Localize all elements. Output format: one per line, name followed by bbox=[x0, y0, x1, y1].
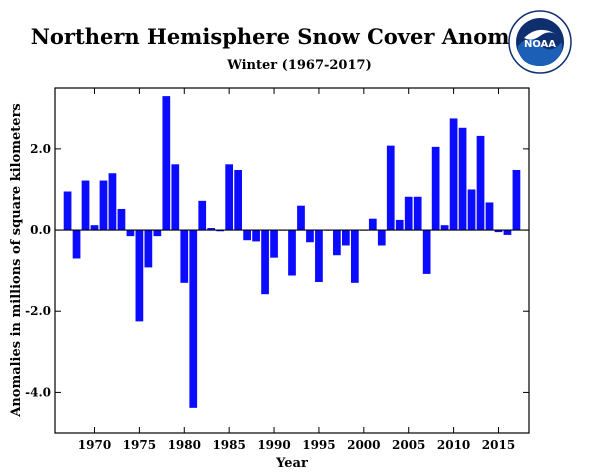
bar-2011 bbox=[458, 127, 467, 231]
bar-1983 bbox=[207, 228, 216, 231]
bar-2013 bbox=[476, 135, 485, 231]
bar-1982 bbox=[198, 200, 207, 231]
bar-1980 bbox=[180, 230, 189, 283]
bar-1997 bbox=[333, 230, 341, 256]
bar-2009 bbox=[440, 225, 449, 231]
bar-1979 bbox=[171, 164, 180, 231]
logo-text: NOAA bbox=[524, 39, 556, 50]
bar-1967 bbox=[63, 191, 72, 231]
bar-2015 bbox=[494, 230, 503, 233]
bar-2010 bbox=[449, 118, 458, 231]
x-tick-label: 2015 bbox=[482, 438, 515, 452]
bar-2016 bbox=[503, 230, 512, 235]
chart-title: Northern Hemisphere Snow Cover Anomalies bbox=[30, 24, 565, 49]
x-tick-label: 1995 bbox=[302, 438, 335, 452]
bar-2008 bbox=[431, 146, 440, 231]
bar-2007 bbox=[422, 230, 431, 274]
x-tick-label: 1980 bbox=[168, 438, 201, 452]
y-axis-ticks: -4.0 -2.0 0.0 2.0 bbox=[25, 142, 529, 399]
bar-1968 bbox=[72, 230, 81, 259]
bar-1992 bbox=[288, 230, 296, 276]
x-tick-label: 1975 bbox=[123, 438, 156, 452]
bar-1969 bbox=[81, 180, 90, 231]
bar-1970 bbox=[90, 225, 99, 231]
bar-1973 bbox=[117, 208, 126, 231]
x-tick-label: 2000 bbox=[347, 438, 380, 452]
bar-1998 bbox=[342, 230, 350, 246]
noaa-logo-icon: NOAA bbox=[508, 10, 572, 74]
x-tick-label: 1990 bbox=[257, 438, 290, 452]
bar-2012 bbox=[467, 189, 476, 231]
bar-series bbox=[63, 96, 521, 408]
x-tick-label: 2005 bbox=[392, 438, 425, 452]
bar-1981 bbox=[189, 230, 198, 408]
bar-1976 bbox=[144, 230, 153, 268]
y-tick-label: -4.0 bbox=[25, 385, 51, 399]
bar-1995 bbox=[315, 230, 323, 283]
bar-2003 bbox=[386, 145, 395, 231]
bar-1990 bbox=[270, 230, 278, 258]
bar-1993 bbox=[297, 205, 305, 231]
bar-2004 bbox=[395, 219, 404, 231]
x-tick-label: 2010 bbox=[437, 438, 470, 452]
x-tick-label: 1985 bbox=[212, 438, 245, 452]
x-tick-label: 1970 bbox=[78, 438, 111, 452]
bar-1974 bbox=[126, 230, 135, 237]
bar-1999 bbox=[350, 230, 359, 283]
bar-1977 bbox=[153, 230, 162, 237]
bar-1985 bbox=[225, 164, 234, 231]
x-axis-label: Year bbox=[275, 456, 308, 471]
bar-1972 bbox=[108, 173, 117, 231]
bar-1989 bbox=[261, 230, 269, 295]
y-tick-label: 2.0 bbox=[30, 142, 51, 156]
bar-2002 bbox=[377, 230, 386, 246]
bar-1987 bbox=[243, 230, 251, 241]
bar-1978 bbox=[162, 96, 171, 231]
y-tick-label: -2.0 bbox=[25, 304, 51, 318]
bar-1971 bbox=[99, 180, 108, 231]
bar-1988 bbox=[252, 230, 260, 242]
x-axis-ticks: 1970 1975 1980 1985 1990 1995 2000 2005 2010 2015 bbox=[78, 88, 515, 452]
bar-1984 bbox=[216, 230, 225, 232]
bar-1986 bbox=[234, 169, 242, 231]
y-axis-label: Anomalies in millions of square kilomete… bbox=[9, 103, 24, 418]
bar-2014 bbox=[485, 202, 494, 231]
bar-2001 bbox=[368, 218, 377, 231]
y-tick-label: 0.0 bbox=[30, 223, 51, 237]
bar-1994 bbox=[306, 230, 314, 243]
plot-frame bbox=[54, 87, 530, 434]
bar-1975 bbox=[135, 230, 144, 322]
bar-2017 bbox=[512, 169, 521, 231]
bar-2005 bbox=[404, 196, 413, 231]
bar-2006 bbox=[413, 196, 422, 231]
chart-subtitle: Winter (1967-2017) bbox=[227, 58, 372, 73]
